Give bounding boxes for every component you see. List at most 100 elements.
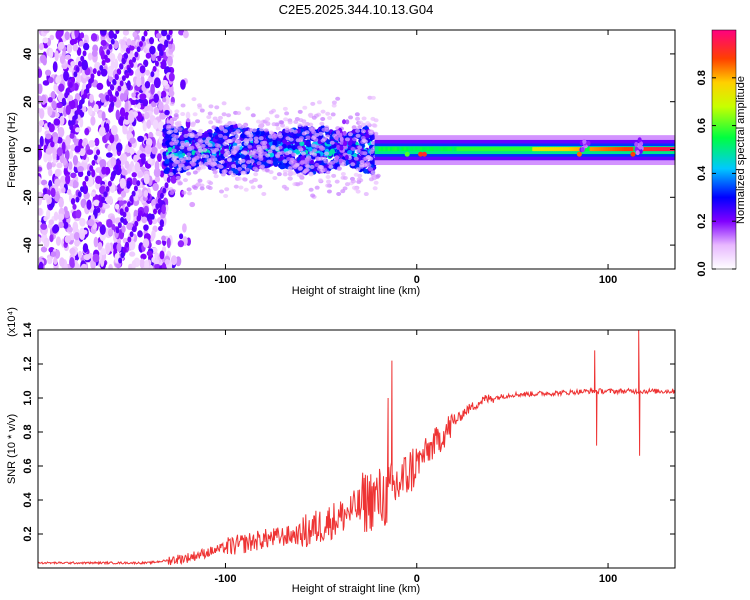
spectrogram-cell xyxy=(91,159,96,166)
spectrogram-cell xyxy=(316,100,322,105)
spectrogram-cell xyxy=(265,117,271,122)
spectrogram-cell xyxy=(274,147,280,152)
spectrogram-cell xyxy=(55,76,60,84)
spectrogram-cell xyxy=(129,195,134,202)
spectrogram-cell xyxy=(157,101,164,111)
spectrogram-cell xyxy=(445,147,449,152)
spectrogram-cell xyxy=(145,69,151,76)
spectrogram-cell xyxy=(312,152,318,157)
spectrogram-cell xyxy=(166,34,171,41)
spectrogram-cell xyxy=(127,67,132,74)
spectrogram-cell xyxy=(594,147,598,152)
spectrogram-cell xyxy=(502,147,506,152)
spectrogram-cell xyxy=(151,229,156,240)
colorbar-label: Normalized spectral amplitude xyxy=(735,76,747,224)
spectrogram-cell xyxy=(235,153,241,159)
spectrogram-cell xyxy=(100,49,105,61)
spectrogram-cell xyxy=(108,76,114,83)
spectrogram-cell xyxy=(64,235,71,244)
snr-panel: -100 0 100 0.2 0.4 0.6 0.8 1.0 1.2 1.4 (x10⁴) Hei… xyxy=(6,307,676,595)
spectrogram-cell xyxy=(192,112,198,117)
spectrogram-cell xyxy=(458,147,462,152)
spectrogram-cell xyxy=(127,236,132,243)
spectrogram-cell xyxy=(621,147,625,152)
spectrogram-cell xyxy=(115,90,120,97)
spectrogram-cell xyxy=(520,147,524,152)
spectrogram-cell xyxy=(139,93,147,100)
spectrogram-cell xyxy=(138,40,143,47)
spectrogram-cell xyxy=(40,246,48,253)
spectrogram-cell xyxy=(282,139,288,145)
spectrogram-cell xyxy=(127,112,135,124)
spectrogram-cell xyxy=(173,113,179,118)
spectrogram-cell xyxy=(312,148,318,153)
spectrogram-cell xyxy=(241,177,247,182)
spectrogram-cell xyxy=(344,137,350,142)
spectrogram-cell xyxy=(385,147,389,152)
spectrogram-cell xyxy=(164,167,170,173)
spectrogram-cell xyxy=(111,143,117,152)
spectrogram-cell xyxy=(59,115,65,126)
spectrogram-cell xyxy=(134,161,141,173)
spectrogram-cell xyxy=(352,137,358,142)
spectrogram-cell xyxy=(79,117,84,128)
spectrogram-cell xyxy=(227,158,233,163)
spectrogram-cell xyxy=(328,164,334,169)
spectrogram-cell xyxy=(182,223,187,233)
spectrogram-cell xyxy=(168,72,175,82)
spectrogram-cell xyxy=(69,124,74,131)
spectrogram-cell xyxy=(155,130,163,137)
spectrogram-cell xyxy=(243,141,249,146)
spectrogram-cell xyxy=(555,147,559,152)
spectrogram-cell xyxy=(354,112,360,117)
spectrogram-cell xyxy=(598,147,602,152)
spectrogram-cell xyxy=(284,126,290,131)
spectrogram-cell xyxy=(190,162,196,167)
spectrogram-cell xyxy=(268,110,274,115)
spectrogram-cell xyxy=(90,191,96,197)
spectrogram-cell xyxy=(70,172,77,179)
spectrogram-cell xyxy=(79,32,85,39)
spectrogram-cell xyxy=(291,152,297,157)
spectrogram-cell xyxy=(422,147,426,152)
spectrogram-cell xyxy=(344,182,350,187)
spectrogram-cell xyxy=(461,147,465,152)
spectrogram-cell xyxy=(161,97,167,103)
spectrogram-cell xyxy=(58,221,65,229)
spectrogram-cell xyxy=(178,233,184,240)
spectrogram-cell xyxy=(334,135,339,141)
spectrogram-cell xyxy=(258,156,264,161)
spectrogram-cell xyxy=(325,174,331,179)
spectrogram-cell xyxy=(48,219,55,226)
spectrogram-cell xyxy=(121,57,126,64)
spectrogram-cell xyxy=(65,104,71,116)
spectrogram-cell xyxy=(557,147,561,152)
spectrogram-cell xyxy=(90,260,97,269)
spectrogram-cell xyxy=(614,147,618,152)
spectrogram-cell xyxy=(81,59,88,71)
spectrogram-cell xyxy=(207,143,213,148)
spectrogram-cell xyxy=(649,147,653,152)
spectrogram-cell xyxy=(509,147,513,152)
spectrogram-cell xyxy=(119,63,124,70)
spectrogram-cell xyxy=(68,161,73,170)
spectrogram-cell xyxy=(53,257,58,265)
spectrogram-cell xyxy=(126,211,131,223)
spectrogram-cell xyxy=(197,132,203,137)
spectrogram-cell xyxy=(66,189,72,195)
spectrogram-cell xyxy=(329,140,335,145)
spectrogram-cell xyxy=(56,147,63,157)
spectrogram-cell xyxy=(186,171,192,176)
spectrogram-cell xyxy=(129,147,135,155)
spectrogram-cell xyxy=(187,132,193,137)
spectrogram-cell xyxy=(40,179,48,186)
spectrogram-cell xyxy=(101,111,106,122)
spectrogram-cell xyxy=(329,148,335,154)
spectrogram-cell xyxy=(226,138,232,143)
spectrogram-cell xyxy=(370,95,376,100)
spectrogram-cell xyxy=(157,153,162,162)
spectrogram-cell xyxy=(237,160,243,165)
spectrogram-cell xyxy=(325,111,331,116)
spectrogram-cell xyxy=(116,242,122,252)
